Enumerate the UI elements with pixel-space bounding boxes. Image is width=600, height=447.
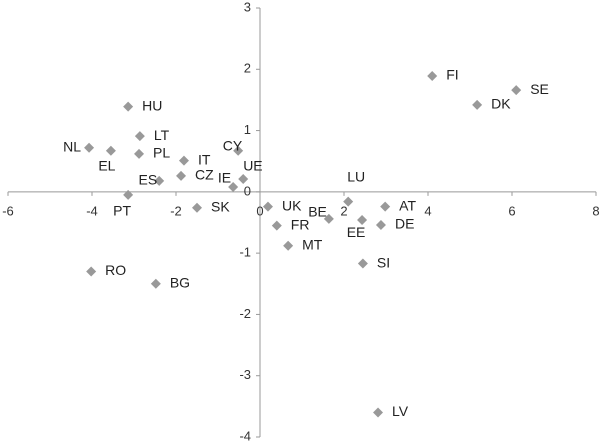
y-tick-label: -2 <box>239 306 251 321</box>
point <box>176 170 187 181</box>
point <box>123 189 134 200</box>
point <box>357 215 368 226</box>
y-tick-label: -3 <box>239 367 251 382</box>
point-label: CZ <box>195 167 214 183</box>
point-label: FI <box>446 67 458 83</box>
x-tick-label: 4 <box>424 203 431 218</box>
point-label: NL <box>63 138 81 154</box>
point <box>233 145 244 156</box>
x-tick-label: -4 <box>86 203 98 218</box>
x-tick-label: 6 <box>508 203 515 218</box>
point-label: UK <box>282 197 302 213</box>
y-tick-label: 1 <box>244 122 251 137</box>
point-label: IE <box>218 170 231 186</box>
point-label: ES <box>139 172 158 188</box>
point-label: DK <box>491 96 511 112</box>
point <box>262 201 273 212</box>
point <box>271 220 282 231</box>
x-tick-label: 0 <box>256 203 263 218</box>
x-tick-label: -6 <box>2 203 14 218</box>
point <box>178 155 189 166</box>
point <box>228 181 239 192</box>
point-label: RO <box>105 262 126 278</box>
point-label: PT <box>113 203 131 219</box>
point-label: SK <box>211 198 230 214</box>
point-label: EL <box>98 157 115 173</box>
point <box>373 407 384 418</box>
point-label: PL <box>153 145 170 161</box>
x-tick-label: 8 <box>592 203 599 218</box>
point <box>323 213 334 224</box>
point-label: DE <box>395 216 414 232</box>
point-label: LV <box>392 403 409 419</box>
point-label: MT <box>302 236 323 252</box>
y-tick-label: -4 <box>239 428 251 443</box>
point <box>150 278 161 289</box>
point <box>343 196 354 207</box>
point-label: FR <box>291 216 310 232</box>
point <box>84 142 95 153</box>
y-tick-label: 3 <box>244 0 251 14</box>
point-label: BG <box>170 274 190 290</box>
point <box>154 175 165 186</box>
point <box>472 99 483 110</box>
point-label: AT <box>399 197 416 213</box>
y-tick-label: 0 <box>244 183 251 198</box>
point <box>238 173 249 184</box>
point-label: SI <box>377 254 390 270</box>
point <box>375 219 386 230</box>
point <box>192 202 202 213</box>
point <box>86 266 97 277</box>
point <box>105 145 116 156</box>
point-label: CY <box>223 137 243 153</box>
x-tick-label: 2 <box>340 203 347 218</box>
point <box>357 258 368 269</box>
point <box>380 201 391 212</box>
point-label: EE <box>347 224 366 240</box>
point-label: IT <box>198 151 211 167</box>
point-label: LU <box>347 168 365 184</box>
point-label: SE <box>530 81 549 97</box>
point-label: UE <box>243 158 262 174</box>
y-tick-label: -1 <box>239 245 251 260</box>
y-tick-label: 2 <box>244 61 251 76</box>
point <box>511 85 522 96</box>
point <box>134 131 145 142</box>
point <box>427 71 438 82</box>
point-label: LT <box>154 127 170 143</box>
point <box>123 101 134 112</box>
point-label: BE <box>308 204 327 220</box>
x-tick-label: -2 <box>170 203 182 218</box>
point-label: HU <box>142 97 162 113</box>
point <box>283 240 294 251</box>
point <box>134 148 145 159</box>
